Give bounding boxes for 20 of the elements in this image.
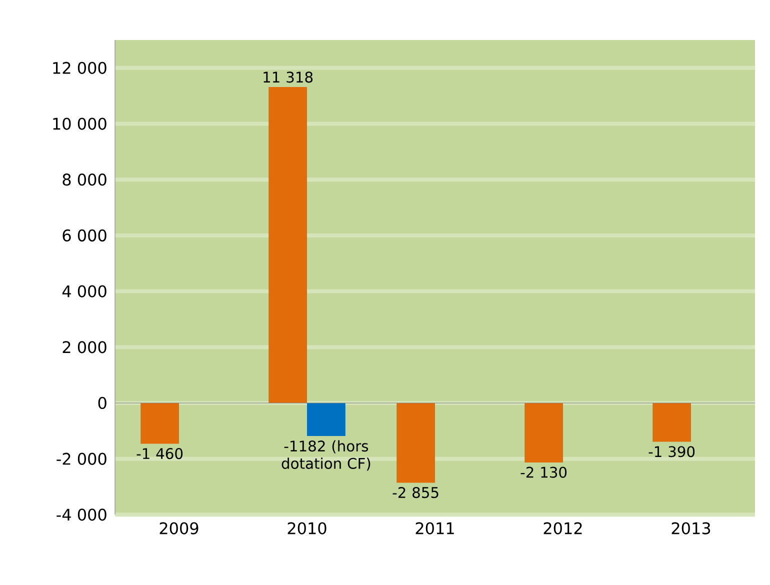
x-tick-label: 2009 [160,522,198,534]
x-tick-label: 2013 [672,522,710,534]
y-tick-label: 6 000 [62,229,106,242]
x-tick-label: 2010 [288,522,326,534]
y-tick-label: 4 000 [62,285,106,298]
y-tick-label: 0 [98,396,106,410]
data-label: -1 460 [136,448,183,460]
y-tick-label: -2 000 [56,452,106,465]
y-tick-label: 2 000 [62,341,106,354]
x-tick-label: 2011 [416,522,454,534]
data-label: -2 855 [392,486,438,498]
y-tick-label: 12 000 [53,62,106,74]
y-tick-label: -4 000 [56,508,106,521]
data-label: 11 318 [264,72,313,83]
y-tick-label: 8 000 [62,174,106,186]
x-tick-label: 2012 [544,522,582,534]
data-label: -2 130 [520,466,567,478]
data-label: -1 390 [648,446,695,458]
y-tick-label: 10 000 [53,118,106,130]
data-label: -1182 (hors dotation CF) [282,440,370,471]
